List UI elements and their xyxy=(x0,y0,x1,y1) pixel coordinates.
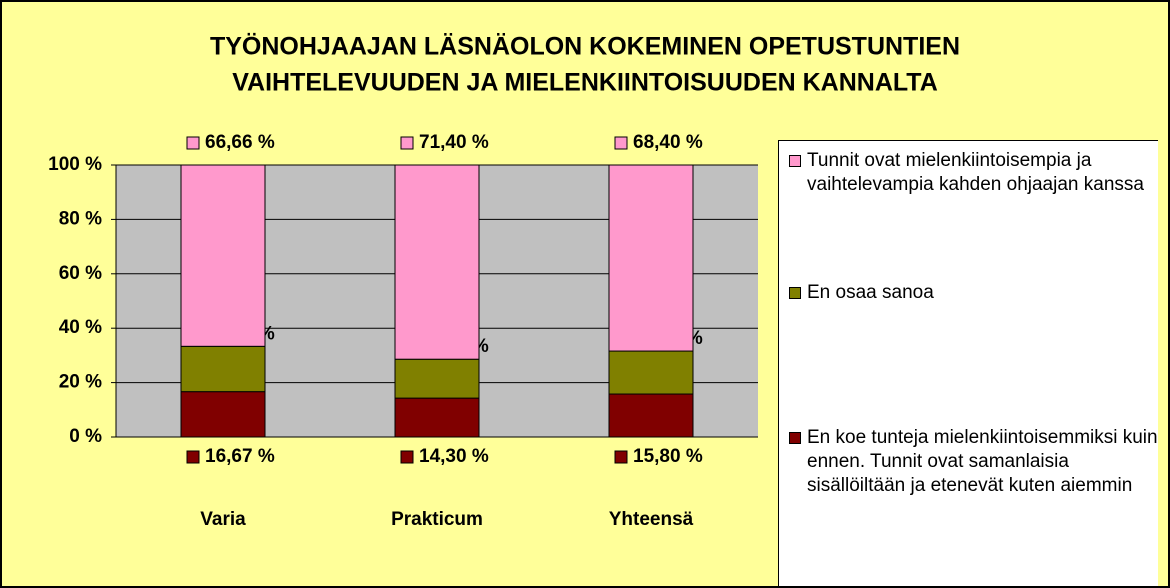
y-tick-label: 20 % xyxy=(59,372,102,393)
legend-swatch xyxy=(789,287,801,299)
legend-label: Tunnit ovat mielenkiintoisempia ja vaiht… xyxy=(807,150,1144,195)
bar-segment xyxy=(608,164,694,352)
label-swatch xyxy=(400,136,414,150)
legend-swatch xyxy=(789,155,801,167)
y-tick-label: 0 % xyxy=(69,426,102,447)
data-label: 15,80 % xyxy=(633,446,703,467)
label-swatch xyxy=(614,136,628,150)
data-label: 68,40 % xyxy=(633,132,703,153)
x-tick-label: Prakticum xyxy=(391,509,483,530)
legend-entry: Tunnit ovat mielenkiintoisempia ja vaiht… xyxy=(789,149,1170,197)
y-tick-label: 100 % xyxy=(48,154,102,175)
legend-swatch xyxy=(789,432,801,444)
bar-segment xyxy=(394,164,480,360)
legend-entry: En osaa sanoa xyxy=(789,281,1170,305)
chart-title: TYÖNOHJAAJAN LÄSNÄOLON KOKEMINEN OPETUST… xyxy=(210,32,960,61)
y-tick-label: 80 % xyxy=(59,208,102,229)
label-swatch xyxy=(186,136,200,150)
bar-segment xyxy=(180,345,266,393)
y-tick-label: 60 % xyxy=(59,263,102,284)
x-tick-label: Yhteensä xyxy=(609,509,694,530)
bar-segment xyxy=(394,397,480,438)
data-label: 14,30 % xyxy=(419,446,489,467)
bar-segment xyxy=(394,358,480,399)
data-label: 66,66 % xyxy=(205,132,275,153)
data-label: 16,67 % xyxy=(205,446,275,467)
label-swatch xyxy=(186,450,200,464)
bar-segment xyxy=(180,391,266,438)
data-label: 71,40 % xyxy=(419,132,489,153)
legend: En koe tunteja mielenkiintoisemmiksi kui… xyxy=(778,140,1158,586)
bar-segment xyxy=(608,350,694,395)
label-swatch xyxy=(614,450,628,464)
y-tick-label: 40 % xyxy=(59,317,102,338)
legend-label: En koe tunteja mielenkiintoisemmiksi kui… xyxy=(807,427,1158,496)
bar-segment xyxy=(180,164,266,347)
bar-segment xyxy=(608,393,694,438)
x-tick-label: Varia xyxy=(200,509,246,530)
label-swatch xyxy=(400,450,414,464)
legend-entry: En koe tunteja mielenkiintoisemmiksi kui… xyxy=(789,426,1170,498)
chart-title: VAIHTELEVUUDEN JA MIELENKIINTOISUUDEN KA… xyxy=(232,69,938,97)
legend-label: En osaa sanoa xyxy=(807,282,934,303)
